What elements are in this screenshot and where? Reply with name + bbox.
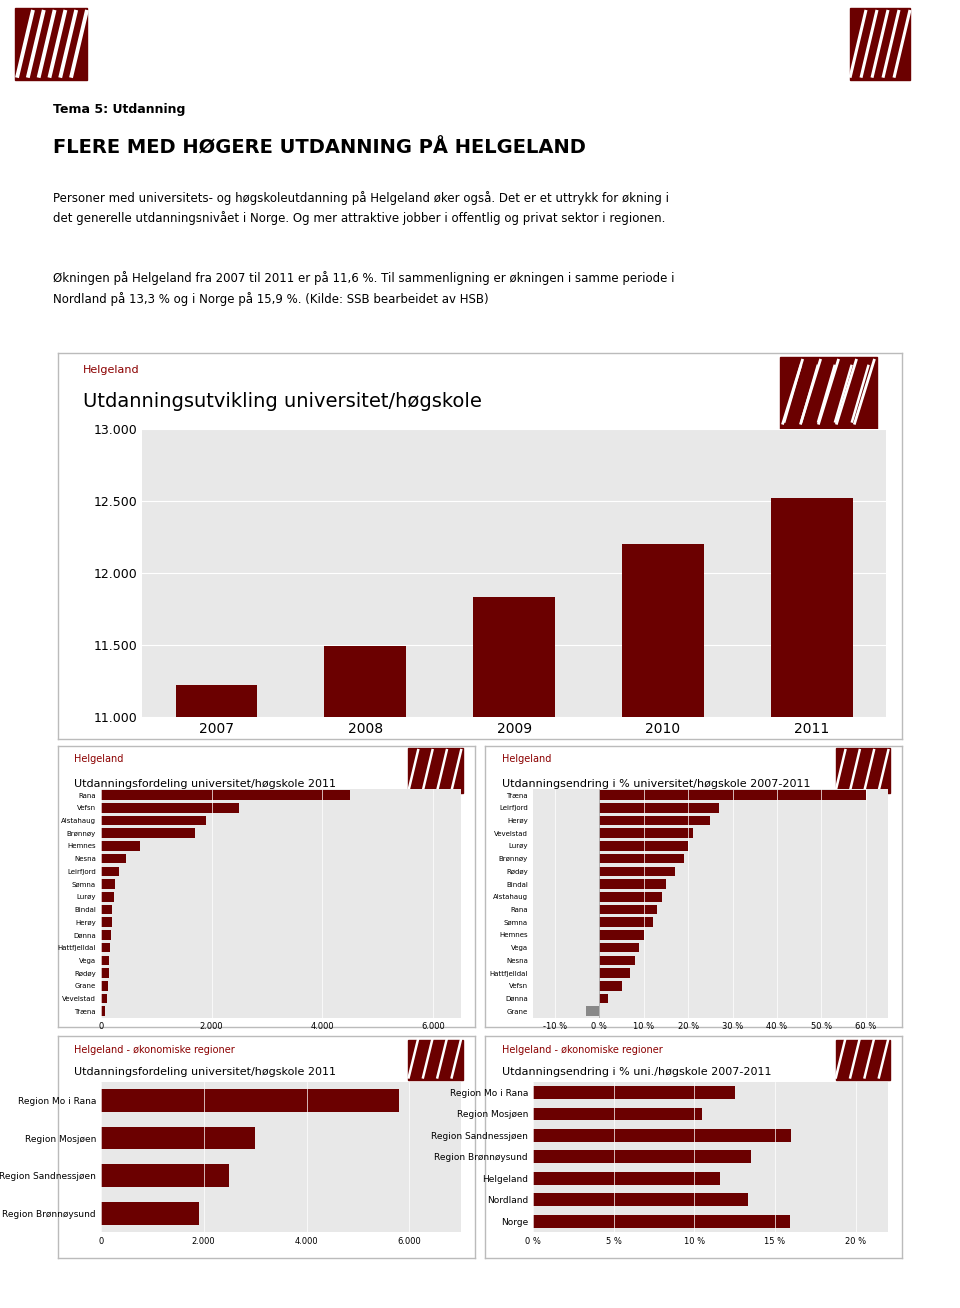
Bar	[533, 1129, 791, 1142]
Bar	[101, 867, 118, 876]
Bar	[599, 930, 644, 939]
Bar	[101, 930, 110, 939]
Bar	[101, 905, 112, 914]
Bar	[533, 1108, 703, 1121]
Bar	[101, 1164, 229, 1188]
Bar	[101, 1090, 399, 1112]
FancyBboxPatch shape	[780, 357, 877, 430]
Text: HORISONT HELGELAND: HORISONT HELGELAND	[372, 16, 768, 44]
Bar	[324, 646, 406, 1308]
Bar	[101, 841, 139, 850]
Bar	[599, 917, 653, 927]
Bar	[599, 981, 622, 990]
Text: Helgeland - økonomiske regioner: Helgeland - økonomiske regioner	[501, 1045, 662, 1054]
Text: Utdanningsfordeling universitet/høgskole 2011: Utdanningsfordeling universitet/høgskole…	[74, 1067, 336, 1076]
Text: helgelandsparebank: helgelandsparebank	[659, 1278, 802, 1291]
Bar	[533, 1215, 789, 1228]
FancyBboxPatch shape	[850, 8, 910, 80]
Text: Utdanningsendring i % universitet/høgskole 2007-2011: Utdanningsendring i % universitet/høgsko…	[501, 780, 810, 789]
Text: Helgeland - økonomiske regioner: Helgeland - økonomiske regioner	[74, 1045, 235, 1054]
Bar	[533, 1151, 751, 1163]
Text: Helgeland: Helgeland	[83, 365, 139, 374]
Text: En drivkraft for vekst på Helgeland: En drivkraft for vekst på Helgeland	[189, 1277, 492, 1294]
Bar	[101, 803, 239, 812]
Bar	[101, 943, 109, 952]
Text: Personer med universitets- og høgskoleutdanning på Helgeland øker også. Det er e: Personer med universitets- og høgskoleut…	[53, 191, 669, 225]
Bar	[101, 1126, 255, 1150]
Bar	[599, 892, 661, 901]
Bar	[101, 828, 195, 838]
Text: Utdanningsutvikling universitet/høgskole: Utdanningsutvikling universitet/høgskole	[83, 392, 482, 411]
Bar	[101, 854, 126, 863]
Text: 15: 15	[907, 1277, 932, 1294]
Bar	[622, 544, 704, 1308]
Text: Utdanningsfordeling universitet/høgskole 2011: Utdanningsfordeling universitet/høgskole…	[74, 780, 336, 789]
Bar	[473, 598, 555, 1308]
Bar	[101, 1006, 106, 1016]
Bar	[101, 956, 109, 965]
Bar	[101, 968, 108, 978]
Bar	[599, 828, 693, 838]
Bar	[599, 943, 639, 952]
FancyBboxPatch shape	[408, 748, 463, 794]
Bar	[101, 790, 350, 800]
Bar	[599, 968, 631, 978]
Bar	[599, 905, 658, 914]
Text: Helgeland: Helgeland	[74, 753, 124, 764]
Text: Utdanningsendring i % uni./høgskole 2007-2011: Utdanningsendring i % uni./høgskole 2007…	[501, 1067, 771, 1076]
Bar	[176, 685, 257, 1308]
Bar	[101, 1202, 199, 1224]
Bar	[533, 1193, 748, 1206]
Bar	[599, 867, 675, 876]
FancyBboxPatch shape	[15, 8, 87, 80]
FancyBboxPatch shape	[835, 1040, 890, 1080]
Bar	[599, 841, 688, 850]
Bar	[599, 956, 635, 965]
Text: FLERE MED HØGERE UTDANNING PÅ HELGELAND: FLERE MED HØGERE UTDANNING PÅ HELGELAND	[53, 139, 586, 157]
Bar	[101, 816, 206, 825]
Text: Helgeland: Helgeland	[501, 753, 551, 764]
Text: Økningen på Helgeland fra 2007 til 2011 er på 11,6 %. Til sammenligning er øknin: Økningen på Helgeland fra 2007 til 2011 …	[53, 271, 674, 306]
Bar	[599, 790, 866, 800]
Text: Tema 5: Utdanning: Tema 5: Utdanning	[53, 103, 185, 116]
Bar	[599, 879, 666, 889]
Text: Utviklingstrekk på Helgeland 2012: Utviklingstrekk på Helgeland 2012	[415, 56, 726, 76]
FancyBboxPatch shape	[835, 748, 890, 794]
Bar	[533, 1086, 734, 1099]
Bar	[101, 879, 115, 889]
Bar	[599, 803, 719, 812]
Bar	[599, 854, 684, 863]
Bar	[599, 816, 710, 825]
Bar	[101, 892, 113, 901]
Bar	[101, 981, 108, 990]
Bar	[101, 917, 111, 927]
Bar	[101, 994, 107, 1003]
Bar	[533, 1172, 720, 1185]
Bar	[599, 994, 609, 1003]
Bar	[586, 1006, 599, 1016]
FancyBboxPatch shape	[408, 1040, 463, 1080]
Bar	[771, 498, 852, 1308]
